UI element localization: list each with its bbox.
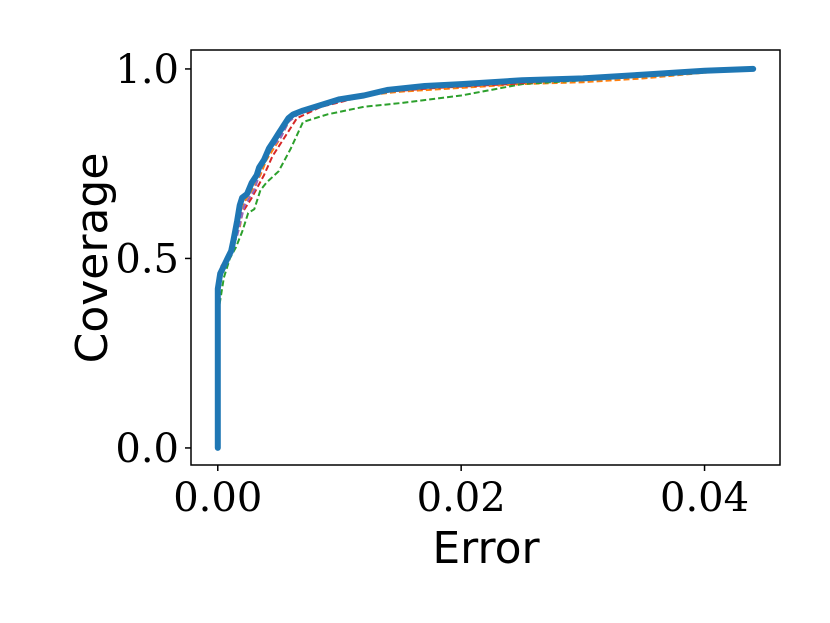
- axis-layer: 0.00 0.02 0.04 0.0 0.5 1.0: [115, 47, 749, 521]
- x-tick-label-2: 0.04: [660, 475, 749, 521]
- y-tick-label-0: 0.0: [115, 426, 179, 472]
- series-line-1: [216, 67, 754, 448]
- series-line-4: [214, 65, 757, 451]
- y-axis-title: Coverage: [67, 153, 118, 364]
- series-line-3: [216, 67, 754, 448]
- series-line-0: [216, 67, 754, 448]
- plot-frame: [190, 49, 781, 466]
- x-tick-label-0: 0.00: [173, 475, 262, 521]
- x-tick-label-1: 0.02: [417, 475, 506, 521]
- series-line-2: [216, 67, 754, 448]
- series-layer: [214, 65, 757, 451]
- x-axis-title: Error: [432, 523, 540, 574]
- y-tick-label-2: 1.0: [115, 47, 179, 93]
- y-tick-label-1: 0.5: [115, 236, 179, 282]
